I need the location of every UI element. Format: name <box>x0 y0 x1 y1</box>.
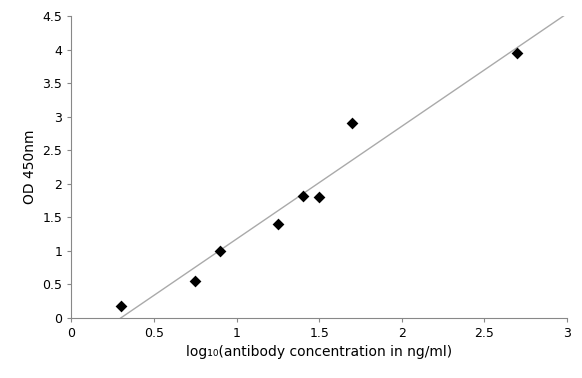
Point <box>347 120 357 126</box>
Point <box>314 194 324 200</box>
Y-axis label: OD 450nm: OD 450nm <box>23 130 37 204</box>
X-axis label: log₁₀(antibody concentration in ng/ml): log₁₀(antibody concentration in ng/ml) <box>186 345 452 359</box>
Point <box>513 50 522 56</box>
Point <box>215 248 225 254</box>
Point <box>273 221 282 227</box>
Point <box>116 303 126 309</box>
Point <box>298 193 307 199</box>
Point <box>190 278 200 284</box>
